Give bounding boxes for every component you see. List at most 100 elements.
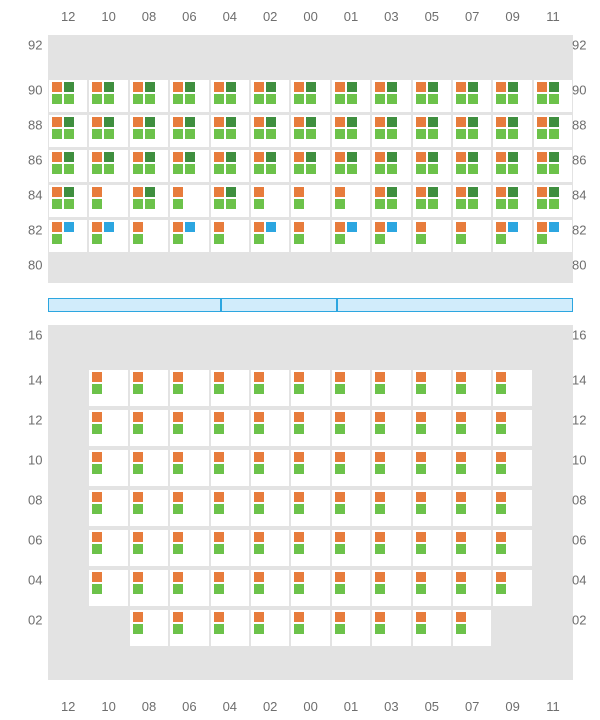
square-bl-icon [375,544,385,554]
square-bl-icon [335,94,345,104]
square-bl-icon [416,504,426,514]
square-bl-icon [294,199,304,209]
square-tl-icon [496,117,506,127]
row-label-left-a: 90 [28,84,42,97]
square-br-icon [508,129,518,139]
square-tl-icon [416,152,426,162]
square-tl-icon [214,612,224,622]
square-tl-icon [496,372,506,382]
square-bl-icon [294,234,304,244]
square-bl-icon [335,129,345,139]
square-tl-icon [133,82,143,92]
square-br-icon [145,129,155,139]
square-bl-icon [52,234,62,244]
col-label-bottom: 09 [505,700,519,713]
col-label-bottom: 03 [384,700,398,713]
row-label-right-a: 86 [572,154,586,167]
square-tl-icon [92,152,102,162]
square-tl-icon [375,222,385,232]
square-tr-icon [306,117,316,127]
square-tl-icon [335,117,345,127]
row-label-left-a: 92 [28,39,42,52]
square-tr-icon [104,222,114,232]
square-tr-icon [347,117,357,127]
row-label-left-b: 06 [28,534,42,547]
square-tl-icon [496,492,506,502]
square-tl-icon [52,117,62,127]
square-tl-icon [254,82,264,92]
square-tl-icon [416,532,426,542]
separator-segment [48,298,221,312]
square-tl-icon [335,82,345,92]
row-label-left-a: 80 [28,259,42,272]
square-tl-icon [92,412,102,422]
square-tr-icon [549,117,559,127]
square-tl-icon [416,222,426,232]
square-tl-icon [214,82,224,92]
square-tl-icon [335,222,345,232]
square-tl-icon [214,187,224,197]
square-bl-icon [92,544,102,554]
square-tl-icon [173,187,183,197]
square-bl-icon [52,164,62,174]
square-tl-icon [335,492,345,502]
square-tl-icon [254,372,264,382]
square-tr-icon [508,117,518,127]
square-tl-icon [335,187,345,197]
square-bl-icon [416,129,426,139]
square-br-icon [508,94,518,104]
square-bl-icon [214,424,224,434]
square-tl-icon [496,532,506,542]
square-tl-icon [456,222,466,232]
square-tl-icon [254,412,264,422]
square-br-icon [468,199,478,209]
square-bl-icon [52,199,62,209]
square-bl-icon [456,129,466,139]
square-tl-icon [214,152,224,162]
square-tr-icon [104,117,114,127]
square-bl-icon [294,129,304,139]
row-label-left-b: 08 [28,494,42,507]
square-bl-icon [456,544,466,554]
square-br-icon [185,129,195,139]
square-bl-icon [254,164,264,174]
square-tl-icon [173,152,183,162]
square-tl-icon [254,492,264,502]
col-label-bottom: 04 [223,700,237,713]
square-bl-icon [254,544,264,554]
square-bl-icon [294,584,304,594]
square-bl-icon [133,234,143,244]
col-label-bottom: 10 [101,700,115,713]
square-bl-icon [173,164,183,174]
square-tl-icon [416,452,426,462]
square-tl-icon [294,152,304,162]
square-tr-icon [387,222,397,232]
square-tl-icon [375,82,385,92]
square-tl-icon [294,222,304,232]
square-tl-icon [456,117,466,127]
square-bl-icon [254,424,264,434]
square-bl-icon [335,384,345,394]
square-tr-icon [347,152,357,162]
square-bl-icon [416,94,426,104]
square-br-icon [185,94,195,104]
square-bl-icon [92,504,102,514]
square-bl-icon [92,234,102,244]
col-label-top: 01 [344,10,358,23]
square-tl-icon [254,612,264,622]
square-tl-icon [375,372,385,382]
square-bl-icon [214,199,224,209]
square-tl-icon [335,572,345,582]
square-bl-icon [173,544,183,554]
separator-segment [221,298,337,312]
square-bl-icon [456,199,466,209]
square-tr-icon [428,152,438,162]
square-tr-icon [508,82,518,92]
square-tl-icon [416,372,426,382]
square-bl-icon [335,504,345,514]
square-tl-icon [335,372,345,382]
square-tl-icon [496,152,506,162]
square-tl-icon [173,372,183,382]
square-bl-icon [456,584,466,594]
square-br-icon [226,129,236,139]
